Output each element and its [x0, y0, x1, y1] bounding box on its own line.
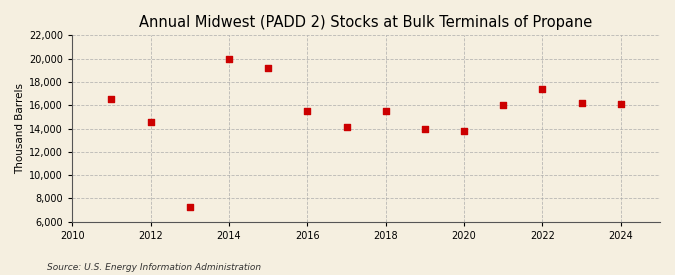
Point — [459, 129, 470, 133]
Point — [419, 126, 430, 131]
Point — [576, 101, 587, 105]
Point — [380, 109, 391, 113]
Point — [106, 97, 117, 101]
Point — [263, 66, 273, 70]
Point — [537, 87, 548, 91]
Title: Annual Midwest (PADD 2) Stocks at Bulk Terminals of Propane: Annual Midwest (PADD 2) Stocks at Bulk T… — [140, 15, 593, 30]
Point — [223, 56, 234, 61]
Y-axis label: Thousand Barrels: Thousand Barrels — [15, 83, 25, 174]
Text: Source: U.S. Energy Information Administration: Source: U.S. Energy Information Administ… — [47, 263, 261, 272]
Point — [616, 102, 626, 106]
Point — [498, 103, 509, 108]
Point — [145, 119, 156, 124]
Point — [184, 204, 195, 209]
Point — [302, 109, 313, 113]
Point — [341, 125, 352, 130]
